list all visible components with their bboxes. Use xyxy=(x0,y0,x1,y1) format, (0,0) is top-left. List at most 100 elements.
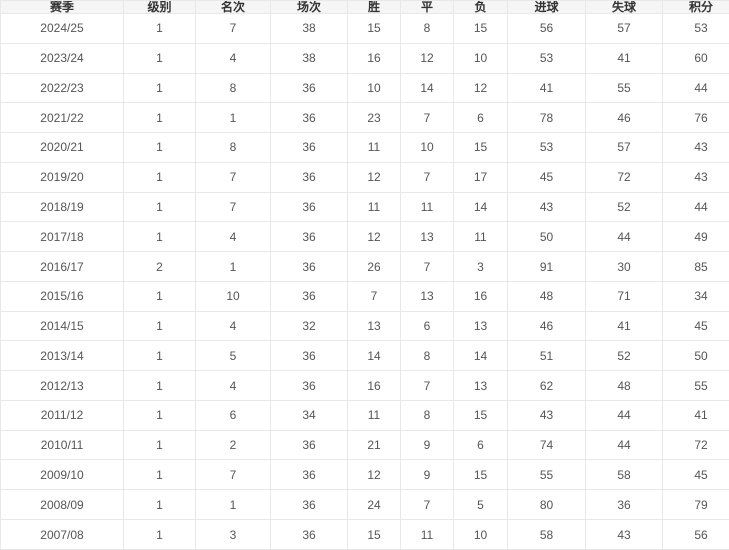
cell-goals-against: 30 xyxy=(585,251,663,282)
cell-season: 2018/19 xyxy=(0,191,124,223)
cell-draws: 8 xyxy=(400,399,454,431)
cell-level: 1 xyxy=(123,191,196,223)
header-row: 赛季 级别 名次 场次胜平负进球 失球 积分 xyxy=(0,0,729,14)
cell-losses: 15 xyxy=(453,132,508,163)
cell-level: 1 xyxy=(123,519,196,550)
cell-goals-against: 72 xyxy=(585,161,663,193)
cell-rank: 7 xyxy=(195,191,271,223)
table-row: 2016/17 2 1 36 26 7 3 91 30 85 xyxy=(0,251,729,282)
cell-losses: 13 xyxy=(453,310,508,342)
cell-points: 43 xyxy=(662,132,729,163)
cell-points: 45 xyxy=(662,459,729,491)
cell-points: 85 xyxy=(662,251,729,282)
table-row: 2024/25 1 7 38 15 8 15 56 57 53 xyxy=(0,13,729,44)
table-row: 2013/14 1 5 36 14 8 14 51 52 50 xyxy=(0,340,729,372)
table-row: 2008/09 1 1 36 24 7 5 80 36 79 xyxy=(0,489,729,521)
cell-points: 60 xyxy=(662,42,729,74)
cell-goals-for: 74 xyxy=(507,429,586,461)
cell-draws: 11 xyxy=(400,191,454,223)
cell-rank: 4 xyxy=(195,370,271,401)
cell-goals-against: 55 xyxy=(585,72,663,104)
cell-level: 1 xyxy=(123,102,196,134)
cell-goals-for: 78 xyxy=(507,102,586,134)
cell-matches: 36 xyxy=(270,280,348,312)
cell-season: 2019/20 xyxy=(0,161,124,193)
cell-season: 2010/11 xyxy=(0,429,124,461)
cell-goals-for: 91 xyxy=(507,251,586,282)
cell-draws: 7 xyxy=(400,102,454,134)
cell-matches: 36 xyxy=(270,191,348,223)
cell-wins: 11 xyxy=(347,132,401,163)
cell-draws: 7 xyxy=(400,489,454,521)
cell-goals-for: 46 xyxy=(507,310,586,342)
cell-rank: 4 xyxy=(195,310,271,342)
cell-goals-against: 44 xyxy=(585,221,663,253)
cell-points: 76 xyxy=(662,102,729,134)
cell-goals-against: 48 xyxy=(585,370,663,401)
cell-losses: 3 xyxy=(453,251,508,282)
cell-season: 2024/25 xyxy=(0,13,124,44)
column-header-goals-against: 失球 xyxy=(585,0,663,14)
cell-losses: 6 xyxy=(453,102,508,134)
cell-matches: 32 xyxy=(270,310,348,342)
cell-season: 2015/16 xyxy=(0,280,124,312)
cell-losses: 10 xyxy=(453,42,508,74)
cell-level: 1 xyxy=(123,429,196,461)
cell-points: 34 xyxy=(662,280,729,312)
table-row: 2018/19 1 7 36 11 11 14 43 52 44 xyxy=(0,191,729,223)
cell-draws: 7 xyxy=(400,161,454,193)
cell-losses: 6 xyxy=(453,429,508,461)
cell-matches: 36 xyxy=(270,459,348,491)
cell-goals-against: 41 xyxy=(585,42,663,74)
cell-wins: 23 xyxy=(347,102,401,134)
cell-goals-against: 41 xyxy=(585,310,663,342)
cell-losses: 10 xyxy=(453,519,508,550)
cell-wins: 11 xyxy=(347,399,401,431)
cell-matches: 38 xyxy=(270,42,348,74)
cell-wins: 11 xyxy=(347,191,401,223)
cell-season: 2012/13 xyxy=(0,370,124,401)
cell-goals-for: 51 xyxy=(507,340,586,372)
table-row: 2009/10 1 7 36 12 9 15 55 58 45 xyxy=(0,459,729,491)
cell-goals-against: 44 xyxy=(585,429,663,461)
cell-season: 2020/21 xyxy=(0,132,124,163)
cell-points: 44 xyxy=(662,191,729,223)
cell-rank: 4 xyxy=(195,221,271,253)
cell-matches: 36 xyxy=(270,489,348,521)
table-row: 2011/12 1 6 34 11 8 15 43 44 41 xyxy=(0,399,729,431)
cell-wins: 24 xyxy=(347,489,401,521)
table-row: 2017/18 1 4 36 12 13 11 50 44 49 xyxy=(0,221,729,253)
cell-points: 45 xyxy=(662,310,729,342)
table-row: 2021/22 1 1 36 23 7 6 78 46 76 xyxy=(0,102,729,134)
cell-losses: 15 xyxy=(453,399,508,431)
cell-season: 2008/09 xyxy=(0,489,124,521)
cell-matches: 36 xyxy=(270,429,348,461)
column-header-season: 赛季 xyxy=(0,0,124,14)
cell-rank: 1 xyxy=(195,251,271,282)
cell-goals-against: 43 xyxy=(585,519,663,550)
cell-draws: 9 xyxy=(400,459,454,491)
column-header-losses: 负 xyxy=(453,0,508,14)
cell-goals-for: 62 xyxy=(507,370,586,401)
cell-rank: 2 xyxy=(195,429,271,461)
cell-goals-for: 45 xyxy=(507,161,586,193)
cell-rank: 10 xyxy=(195,280,271,312)
cell-losses: 11 xyxy=(453,221,508,253)
cell-draws: 7 xyxy=(400,370,454,401)
cell-draws: 8 xyxy=(400,13,454,44)
cell-level: 1 xyxy=(123,399,196,431)
column-header-goals-for: 进球 xyxy=(507,0,586,14)
cell-level: 1 xyxy=(123,42,196,74)
column-header-matches: 场次 xyxy=(270,0,348,14)
cell-level: 1 xyxy=(123,340,196,372)
cell-points: 41 xyxy=(662,399,729,431)
table-head: 赛季 级别 名次 场次胜平负进球 失球 积分 xyxy=(0,0,729,14)
cell-losses: 13 xyxy=(453,370,508,401)
cell-goals-for: 43 xyxy=(507,399,586,431)
cell-season: 2021/22 xyxy=(0,102,124,134)
table-row: 2023/24 1 4 38 16 12 10 53 41 60 xyxy=(0,42,729,74)
cell-matches: 34 xyxy=(270,399,348,431)
cell-level: 1 xyxy=(123,370,196,401)
